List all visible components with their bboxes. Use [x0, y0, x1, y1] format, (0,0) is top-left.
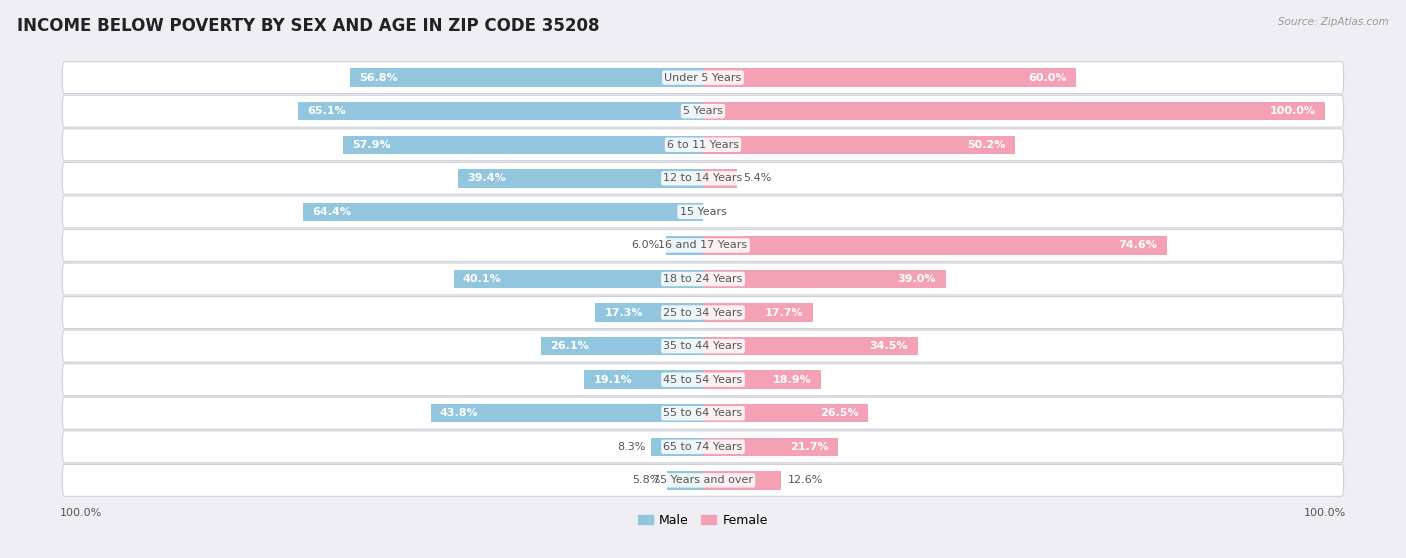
FancyBboxPatch shape — [62, 196, 1344, 228]
Bar — [703, 169, 737, 187]
FancyBboxPatch shape — [62, 129, 1344, 161]
FancyBboxPatch shape — [62, 431, 1344, 463]
Text: 39.4%: 39.4% — [467, 174, 506, 184]
FancyBboxPatch shape — [62, 162, 1344, 194]
Text: 18 to 24 Years: 18 to 24 Years — [664, 274, 742, 284]
Text: 26.1%: 26.1% — [550, 341, 589, 351]
Text: 55 to 64 Years: 55 to 64 Years — [664, 408, 742, 418]
Text: 40.1%: 40.1% — [463, 274, 502, 284]
Text: 50.2%: 50.2% — [967, 140, 1005, 150]
Text: 56.8%: 56.8% — [359, 73, 398, 83]
Legend: Male, Female: Male, Female — [633, 509, 773, 532]
FancyBboxPatch shape — [62, 330, 1344, 362]
Text: 16 and 17 Years: 16 and 17 Years — [658, 240, 748, 251]
Bar — [703, 69, 1076, 87]
Bar — [350, 69, 703, 87]
Text: 26.5%: 26.5% — [820, 408, 859, 418]
Text: 17.7%: 17.7% — [765, 307, 804, 318]
Text: 60.0%: 60.0% — [1028, 73, 1067, 83]
Text: 21.7%: 21.7% — [790, 442, 828, 452]
Text: 57.9%: 57.9% — [353, 140, 391, 150]
Text: 34.5%: 34.5% — [870, 341, 908, 351]
Text: 5.4%: 5.4% — [742, 174, 770, 184]
FancyBboxPatch shape — [62, 397, 1344, 429]
Text: Source: ZipAtlas.com: Source: ZipAtlas.com — [1278, 17, 1389, 27]
Bar — [430, 404, 703, 422]
Text: 18.9%: 18.9% — [772, 374, 811, 384]
Bar — [703, 270, 945, 288]
Text: 75 Years and over: 75 Years and over — [652, 475, 754, 485]
FancyBboxPatch shape — [62, 95, 1344, 127]
Text: 15 Years: 15 Years — [679, 207, 727, 217]
Text: 12.6%: 12.6% — [787, 475, 823, 485]
Text: 43.8%: 43.8% — [440, 408, 478, 418]
Bar — [666, 471, 703, 489]
Bar — [703, 102, 1324, 121]
Bar — [298, 102, 703, 121]
Bar — [454, 270, 703, 288]
Text: 17.3%: 17.3% — [605, 307, 643, 318]
Bar — [595, 304, 703, 322]
Bar — [541, 337, 703, 355]
FancyBboxPatch shape — [62, 229, 1344, 261]
Bar — [703, 437, 838, 456]
Text: 45 to 54 Years: 45 to 54 Years — [664, 374, 742, 384]
FancyBboxPatch shape — [62, 62, 1344, 94]
Text: 19.1%: 19.1% — [593, 374, 633, 384]
Text: 64.4%: 64.4% — [312, 207, 352, 217]
FancyBboxPatch shape — [62, 364, 1344, 396]
Text: 8.3%: 8.3% — [617, 442, 645, 452]
Bar — [703, 236, 1167, 254]
FancyBboxPatch shape — [62, 263, 1344, 295]
Bar — [458, 169, 703, 187]
Text: INCOME BELOW POVERTY BY SEX AND AGE IN ZIP CODE 35208: INCOME BELOW POVERTY BY SEX AND AGE IN Z… — [17, 17, 599, 35]
Text: 35 to 44 Years: 35 to 44 Years — [664, 341, 742, 351]
Text: Under 5 Years: Under 5 Years — [665, 73, 741, 83]
Bar — [651, 437, 703, 456]
Bar — [703, 371, 821, 389]
Bar — [703, 337, 918, 355]
Bar — [703, 471, 782, 489]
Text: 6.0%: 6.0% — [631, 240, 659, 251]
Bar — [343, 136, 703, 154]
Text: 25 to 34 Years: 25 to 34 Years — [664, 307, 742, 318]
Text: 65 to 74 Years: 65 to 74 Years — [664, 442, 742, 452]
Text: 100.0%: 100.0% — [1270, 106, 1316, 116]
Bar — [703, 404, 868, 422]
Text: 65.1%: 65.1% — [308, 106, 346, 116]
Text: 5.8%: 5.8% — [633, 475, 661, 485]
Bar — [585, 371, 703, 389]
Bar — [665, 236, 703, 254]
FancyBboxPatch shape — [62, 464, 1344, 496]
Bar — [703, 136, 1015, 154]
Text: 74.6%: 74.6% — [1119, 240, 1157, 251]
Text: 6 to 11 Years: 6 to 11 Years — [666, 140, 740, 150]
Text: 5 Years: 5 Years — [683, 106, 723, 116]
Text: 39.0%: 39.0% — [897, 274, 936, 284]
Bar — [703, 304, 813, 322]
FancyBboxPatch shape — [62, 297, 1344, 329]
Bar — [302, 203, 703, 221]
Text: 12 to 14 Years: 12 to 14 Years — [664, 174, 742, 184]
